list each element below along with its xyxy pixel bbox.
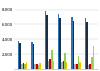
Bar: [61, 62, 63, 69]
Bar: [38, 65, 39, 69]
Bar: [78, 56, 79, 69]
Bar: [88, 65, 89, 69]
Bar: [51, 50, 52, 69]
Bar: [71, 17, 73, 69]
Bar: [76, 64, 78, 69]
Bar: [33, 44, 34, 69]
Bar: [48, 61, 49, 69]
Bar: [89, 64, 91, 69]
Bar: [52, 61, 54, 69]
Bar: [91, 57, 92, 69]
Bar: [39, 63, 41, 69]
Bar: [19, 43, 21, 69]
Bar: [18, 41, 19, 69]
Bar: [86, 22, 88, 69]
Bar: [49, 59, 51, 69]
Bar: [63, 61, 64, 69]
Bar: [64, 53, 66, 69]
Bar: [31, 42, 33, 69]
Bar: [79, 62, 81, 69]
Bar: [23, 63, 24, 69]
Bar: [34, 64, 36, 69]
Bar: [21, 64, 23, 69]
Bar: [46, 15, 48, 69]
Bar: [59, 18, 61, 69]
Bar: [36, 64, 38, 69]
Bar: [84, 18, 86, 69]
Bar: [44, 11, 46, 69]
Bar: [66, 62, 67, 69]
Bar: [92, 46, 94, 69]
Bar: [26, 62, 27, 69]
Bar: [58, 14, 59, 69]
Bar: [24, 64, 26, 69]
Bar: [73, 21, 74, 69]
Bar: [74, 64, 76, 69]
